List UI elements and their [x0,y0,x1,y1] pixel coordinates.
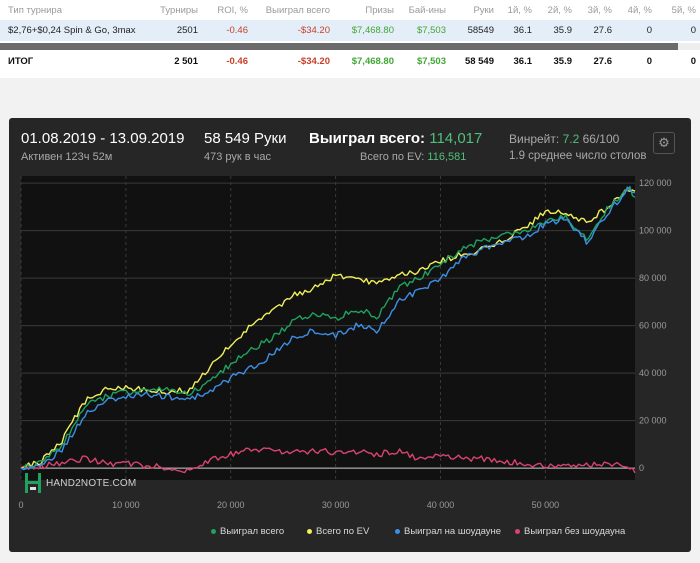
legend-item[interactable]: Всего по EV [307,526,369,537]
table-cell: -$34.20 [252,20,334,41]
total-cell: 58 549 [464,55,494,67]
y-tick-label: 120 000 [639,178,672,188]
total-cell: 0 [690,55,696,67]
legend-item[interactable]: Выиграл на шоудауне [395,526,501,537]
column-header[interactable]: Бай-ины [408,4,446,16]
y-tick-label: 80 000 [639,273,667,283]
y-tick-label: 40 000 [639,368,667,378]
x-tick-label: 30 000 [322,500,350,510]
table-cell: $2,76+$0,24 Spin & Go, 3max [0,20,152,41]
total-cell: 0 [646,55,652,67]
legend-label: Выиграл на шоудауне [404,526,502,537]
date-range: 01.08.2019 - 13.09.2019 [21,130,185,147]
legend-label: Выиграл всего [220,526,285,537]
scrollbar-thumb[interactable] [0,43,678,50]
total-cell: 35.9 [553,55,573,67]
legend-label: Выиграл без шоудауна [524,526,626,537]
winrate-value: 7.2 [562,132,580,146]
table-cell: 27.6 [576,20,616,41]
won-total: Выиграл всего: 114,017 [309,130,482,147]
ev-label: Всего по EV: [360,151,425,163]
gear-icon[interactable]: ⚙ [653,132,675,154]
total-cell: ИТОГ [8,55,34,67]
table-cell: 35.9 [536,20,576,41]
tournament-table: Тип турнира Турниры ROI, % Выиграл всего… [0,0,700,73]
series-line [20,189,636,469]
logo-text: HAND2NOTE.COM [46,478,137,489]
column-header[interactable]: Призы [365,4,394,16]
table-cell: 36.1 [498,20,536,41]
total-cell: -$34.20 [297,55,330,67]
column-header[interactable]: ROI, % [217,4,248,16]
column-header[interactable]: 5й, % [671,4,696,16]
column-header[interactable]: 2й, % [547,4,572,16]
series-line [20,447,636,474]
column-header[interactable]: 1й, % [507,4,532,16]
winrate-label: Винрейт: [509,132,560,146]
avg-tables: 1.9 среднее число столов [509,150,647,162]
plot-area [21,176,635,480]
column-header[interactable]: 4й, % [627,4,652,16]
x-tick-label: 0 [18,500,23,510]
table-cell: $7,503 [398,20,450,41]
y-tick-label: 60 000 [639,321,667,331]
table-header-row: Тип турнира Турниры ROI, % Выиграл всего… [0,0,700,20]
total-cell: 36.1 [513,55,533,67]
x-tick-label: 20 000 [217,500,245,510]
table-cell: 0 [616,20,656,41]
winrate-base: 66/100 [582,132,620,146]
table-total-row: ИТОГ 2 501 -0.46 -$34.20 $7,468.80 $7,50… [0,49,700,73]
horizontal-scrollbar[interactable] [0,43,700,50]
series-line [20,185,636,470]
x-tick-label: 50 000 [532,500,560,510]
y-tick-label: 100 000 [639,226,672,236]
y-tick-label: 0 [639,463,644,473]
hands-per-hour: 473 рук в час [204,151,272,163]
ev-total: Всего по EV: 116,581 [360,151,466,163]
chart-svg: 0 20 000 40 000 60 000 80 000 100 000 120 000 0… [18,176,672,510]
y-tick-label: 20 000 [639,416,667,426]
winrate: Винрейт: 7.2 66/100 [509,132,619,146]
chart-legend: Выиграл всего Всего по EV Выиграл на шоу… [9,526,691,540]
graph-panel: 01.08.2019 - 13.09.2019 Активен 123ч 52м… [9,118,691,552]
legend-item[interactable]: Выиграл без шоудауна [515,526,625,537]
won-label: Выиграл всего: [309,130,426,147]
total-cell: -0.46 [226,55,248,67]
x-tick-label: 40 000 [427,500,455,510]
table-cell: 0 [656,20,700,41]
x-tick-label: 10 000 [112,500,140,510]
legend-swatch [307,528,312,534]
legend-swatch [515,528,520,534]
ev-value: 116,581 [427,151,467,163]
total-cell: $7,503 [416,55,446,67]
table-row[interactable]: $2,76+$0,24 Spin & Go, 3max 2501 -0.46 -… [0,20,700,41]
legend-label: Всего по EV [316,526,370,537]
total-cell: $7,468.80 [351,55,394,67]
column-header[interactable]: Выиграл всего [265,4,330,16]
legend-swatch [211,528,216,534]
table-cell: 2501 [152,20,202,41]
hands-count: 58 549 Руки [204,130,287,147]
total-cell: 2 501 [174,55,198,67]
legend-swatch [395,528,400,534]
column-header[interactable]: 3й, % [587,4,612,16]
column-header[interactable]: Турниры [160,4,198,16]
active-time: Активен 123ч 52м [21,151,113,163]
column-header[interactable]: Руки [473,4,494,16]
logo-icon [25,473,41,493]
table-cell: -0.46 [202,20,252,41]
total-cell: 27.6 [593,55,613,67]
series-line [20,186,636,471]
table-cell: 58549 [450,20,498,41]
table-cell: $7,468.80 [334,20,398,41]
won-value: 114,017 [429,130,483,147]
column-header[interactable]: Тип турнира [8,4,62,16]
tournament-table-container: Тип турнира Турниры ROI, % Выиграл всего… [0,0,700,78]
legend-item[interactable]: Выиграл всего [211,526,284,537]
